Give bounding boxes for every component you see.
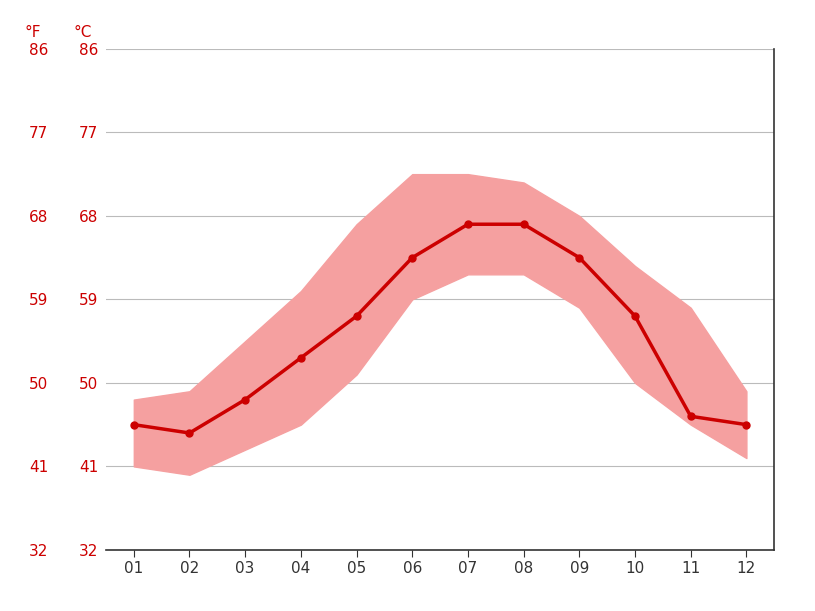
Text: °C: °C: [73, 24, 92, 40]
Text: °F: °F: [24, 24, 41, 40]
